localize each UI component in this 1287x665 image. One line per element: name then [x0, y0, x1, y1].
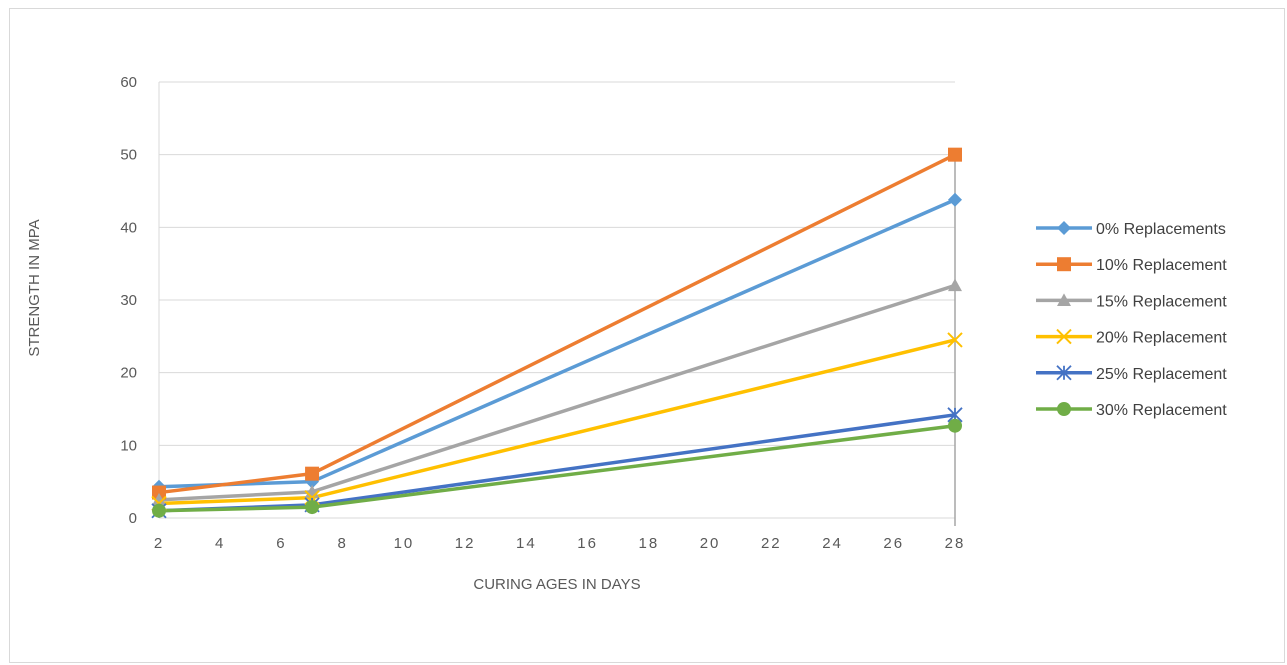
- marker-circle: [305, 500, 320, 515]
- legend-label: 20% Replacement: [1096, 330, 1227, 347]
- x-tick-label: 16: [577, 535, 598, 552]
- x-tick-label: 20: [700, 535, 721, 552]
- legend-label: 25% Replacement: [1096, 366, 1227, 383]
- marker-x: [1056, 328, 1072, 345]
- x-tick-label: 6: [276, 535, 286, 552]
- x-tick-label: 26: [883, 535, 904, 552]
- y-tick-label: 50: [120, 147, 137, 164]
- legend-label: 10% Replacement: [1096, 257, 1227, 274]
- x-axis-title: CURING AGES IN DAYS: [473, 576, 640, 593]
- marker-diamond: [948, 192, 962, 207]
- y-tick-label: 40: [120, 219, 137, 236]
- x-tick-label: 14: [516, 535, 537, 552]
- series-line: [158, 413, 956, 513]
- marker-square: [948, 147, 962, 162]
- marker-triangle: [1057, 293, 1071, 306]
- x-tick-label: 18: [639, 535, 660, 552]
- x-tick-label: 28: [945, 535, 966, 552]
- marker-triangle: [948, 278, 962, 292]
- x-tick-label: 8: [338, 535, 348, 552]
- chart-area: 0 10 20 30 40 50 60 2 4 6 8 10 12 14 16 18 20 22 24 26 28 0%…: [9, 8, 1285, 663]
- y-tick-label: 20: [120, 365, 137, 382]
- marker-circle: [152, 503, 166, 518]
- legend-label: 0% Replacements: [1096, 221, 1226, 238]
- marker-circle: [1057, 402, 1071, 416]
- marker-square: [1057, 257, 1071, 272]
- marker-square: [152, 485, 166, 500]
- marker-star: [1056, 365, 1072, 381]
- y-tick-label: 30: [120, 292, 137, 309]
- x-tick-label: 24: [822, 535, 843, 552]
- y-tick-label: 10: [120, 437, 137, 454]
- x-tick-label: 12: [455, 535, 476, 552]
- x-tick-label: 10: [394, 535, 415, 552]
- series-line: [158, 283, 956, 502]
- marker-diamond: [1057, 221, 1071, 235]
- x-tick-label: 2: [154, 535, 164, 552]
- y-axis-title: STRENGTH IN MPA: [26, 219, 43, 356]
- y-tick-label: 0: [129, 510, 137, 527]
- marker-x: [947, 332, 963, 348]
- marker-triangle: [152, 492, 166, 506]
- legend-label: 30% Replacement: [1096, 402, 1227, 419]
- x-tick-label: 22: [761, 535, 782, 552]
- marker-circle: [948, 418, 962, 433]
- marker-square: [305, 466, 320, 481]
- x-tick-label: 4: [215, 535, 225, 552]
- y-tick-label: 60: [120, 74, 137, 91]
- series-line: [158, 198, 956, 489]
- legend-label: 15% Replacement: [1096, 293, 1227, 310]
